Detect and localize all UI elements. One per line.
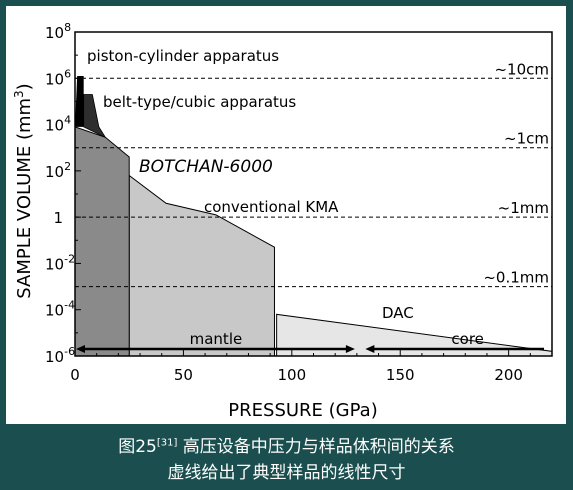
y-tick-label-1: 106	[45, 67, 71, 88]
y-ticks: 108 106 104 102 1 10-2 10-4 10-6	[45, 21, 81, 366]
caption-line-1: 图25[31] 高压设备中压力与样品体积间的关系	[0, 432, 573, 457]
y-tick-label-4: 1	[53, 209, 63, 227]
caption-title: 高压设备中压力与样品体积间的关系	[177, 437, 455, 457]
botchan-label: BOTCHAN-6000	[139, 157, 273, 177]
y-tick-label-6: 10-4	[45, 299, 75, 320]
x-tick-label-1: 50	[174, 366, 193, 384]
mantle-label: mantle	[190, 330, 243, 348]
mantle-arrow-head-right	[345, 345, 355, 353]
x-tick-label-0: 0	[70, 366, 80, 384]
caption-line-2: 虚线给出了典型样品的线性尺寸	[167, 463, 406, 483]
reference-line-label-3: ~0.1mm	[483, 269, 549, 287]
kma-label: conventional KMA	[204, 198, 339, 216]
x-axis-label: PRESSURE (GPa)	[228, 400, 377, 421]
y-tick-label-0: 108	[45, 21, 71, 42]
y-tick-label-7: 10-6	[45, 345, 75, 366]
mantle-arrow-head-left	[76, 345, 85, 353]
caption-reference: [31]	[156, 437, 178, 449]
reference-line-label-1: ~1cm	[504, 130, 549, 148]
plot-panel: ~10cm ~1cm ~1mm ~0.1mm 0 50 100 150 200 108 106 1…	[6, 6, 566, 424]
piston-cylinder-label: piston-cylinder apparatus	[87, 47, 279, 65]
y-axis-label-main: SAMPLE VOLUME (mm	[14, 98, 35, 299]
piston-cylinder-region	[75, 75, 84, 127]
botchan-region	[74, 126, 130, 357]
y-tick-label-2: 104	[45, 114, 71, 135]
y-tick-label-5: 10-2	[45, 252, 75, 273]
reference-line-label-0: ~10cm	[494, 60, 549, 78]
x-tick-label-3: 150	[386, 366, 415, 384]
y-tick-label-3: 102	[45, 160, 71, 181]
x-tick-label-2: 100	[277, 366, 306, 384]
caption-figure-number: 图25	[118, 437, 157, 457]
pressure-volume-chart: ~10cm~1cm~1mm~0.1mm 0 50 100 150 200 1081061…	[12, 21, 553, 421]
apparatus-regions	[74, 75, 553, 357]
dac-label: DAC	[382, 304, 414, 322]
y-axis-label-sup: 3	[12, 90, 26, 98]
x-ticks: 0 50 100 150 200	[70, 350, 531, 384]
belt-cubic-label: belt-type/cubic apparatus	[103, 93, 296, 111]
core-arrow-head-left	[365, 345, 375, 353]
reference-lines: ~10cm ~1cm ~1mm ~0.1mm	[75, 60, 552, 288]
y-axis-label-close: )	[14, 83, 35, 90]
core-label: core	[451, 330, 484, 348]
y-axis-label: SAMPLE VOLUME (mm3)	[12, 83, 35, 298]
region-arrows: mantle core	[76, 330, 544, 353]
reference-line-label-2: ~1mm	[498, 199, 549, 217]
x-tick-label-4: 200	[494, 366, 523, 384]
